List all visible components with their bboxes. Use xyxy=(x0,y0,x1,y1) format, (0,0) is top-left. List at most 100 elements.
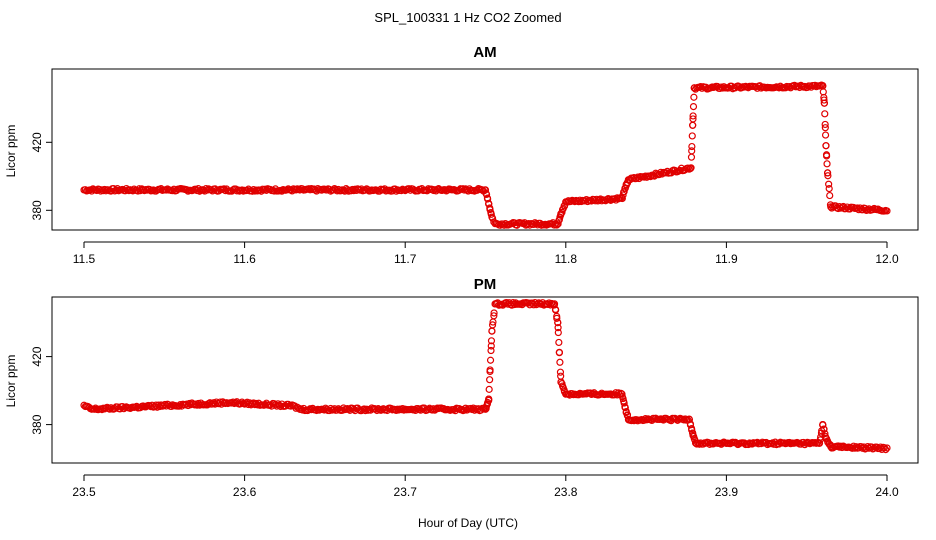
pm-x-tick-label: 23.9 xyxy=(715,485,739,499)
data-point xyxy=(820,99,828,107)
panel-am-title: AM xyxy=(473,44,496,61)
data-point xyxy=(883,444,891,452)
data-point xyxy=(489,318,497,326)
data-point xyxy=(823,160,831,168)
data-point xyxy=(618,390,626,398)
data-point xyxy=(613,194,621,202)
data-point xyxy=(882,446,890,454)
data-point xyxy=(488,213,496,221)
data-point xyxy=(688,142,696,151)
data-point xyxy=(821,131,830,139)
data-point xyxy=(864,206,872,214)
data-point xyxy=(487,346,495,355)
data-point xyxy=(237,400,245,408)
data-point xyxy=(686,420,695,428)
data-point xyxy=(826,191,834,200)
panel-pm: PM Licor ppm 23.5 23.6 23.7 23.8 23.9 24.0 380… xyxy=(4,276,919,499)
data-point xyxy=(485,385,493,393)
data-point xyxy=(643,416,651,424)
data-point xyxy=(556,213,564,221)
am-x-tick-label: 11.5 xyxy=(73,252,96,266)
data-point xyxy=(641,415,650,423)
data-point xyxy=(821,124,829,132)
pm-x-tick-label: 23.7 xyxy=(394,485,418,499)
data-point xyxy=(691,436,699,444)
data-point xyxy=(690,432,698,441)
data-point xyxy=(292,404,300,412)
data-point xyxy=(487,208,495,217)
data-point xyxy=(562,198,570,206)
pm-x-tick-label: 24.0 xyxy=(875,485,899,499)
data-point xyxy=(820,425,828,433)
data-point xyxy=(360,405,368,413)
am-x-tick-label: 11.6 xyxy=(233,252,256,266)
data-point xyxy=(560,202,568,210)
data-point xyxy=(95,185,104,194)
data-point xyxy=(827,203,835,211)
data-point xyxy=(546,301,554,309)
panel-pm-points xyxy=(80,298,891,454)
panel-pm-ylabel: Licor ppm xyxy=(4,355,18,408)
pm-y-tick-label: 380 xyxy=(30,414,44,434)
data-point xyxy=(478,186,486,194)
data-point xyxy=(560,386,568,394)
data-point xyxy=(484,398,492,407)
data-point xyxy=(361,406,369,415)
data-point xyxy=(687,153,696,161)
data-point xyxy=(481,186,490,194)
data-point xyxy=(883,207,891,215)
data-point xyxy=(690,93,698,101)
am-y-tick-label: 380 xyxy=(30,200,44,220)
pm-y-tick-label: 420 xyxy=(30,346,44,366)
data-point xyxy=(555,338,563,347)
panel-am-points xyxy=(80,81,891,229)
data-point xyxy=(619,191,627,199)
data-point xyxy=(557,378,565,386)
data-point xyxy=(689,429,697,437)
data-point xyxy=(482,190,491,199)
data-point xyxy=(822,151,831,159)
data-point xyxy=(825,185,833,193)
data-point xyxy=(484,195,492,203)
data-point xyxy=(306,186,314,194)
data-point xyxy=(486,204,494,212)
panel-am-axes: 11.5 11.6 11.7 11.8 11.9 12.0 380 420 xyxy=(30,132,899,266)
data-point xyxy=(555,216,563,225)
data-point xyxy=(662,169,670,177)
pm-x-tick-label: 23.6 xyxy=(233,485,257,499)
data-point xyxy=(819,421,827,429)
data-point xyxy=(689,102,698,111)
data-point xyxy=(822,142,830,150)
data-point xyxy=(823,169,832,177)
data-point xyxy=(690,84,698,92)
data-point xyxy=(624,415,633,424)
data-point xyxy=(487,342,495,350)
am-y-tick-label: 420 xyxy=(30,132,44,152)
panel-pm-axes: 23.5 23.6 23.7 23.8 23.9 24.0 380 420 xyxy=(30,346,899,499)
data-point xyxy=(485,395,493,403)
data-point xyxy=(491,300,499,308)
data-point xyxy=(486,366,494,374)
data-point xyxy=(558,382,567,390)
data-point xyxy=(486,376,494,384)
data-point xyxy=(485,199,493,208)
data-point xyxy=(556,368,565,376)
data-point xyxy=(554,328,562,337)
data-point xyxy=(106,405,114,413)
data-point xyxy=(557,210,565,218)
data-point xyxy=(624,176,633,184)
data-point xyxy=(490,309,498,317)
data-point xyxy=(487,337,496,345)
data-point xyxy=(620,188,628,196)
data-point xyxy=(618,194,626,202)
data-point xyxy=(622,407,630,416)
data-point xyxy=(305,185,313,193)
data-point xyxy=(827,443,835,451)
pm-x-tick-label: 23.5 xyxy=(72,485,96,499)
data-point xyxy=(554,324,562,332)
panel-am-plot-frame xyxy=(51,68,919,231)
data-point xyxy=(697,82,705,91)
data-point xyxy=(554,220,562,228)
data-point xyxy=(685,415,694,424)
data-point xyxy=(345,187,353,195)
